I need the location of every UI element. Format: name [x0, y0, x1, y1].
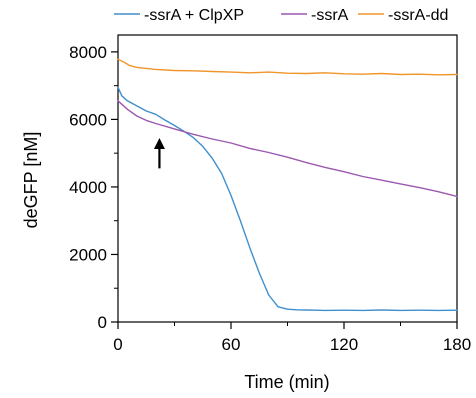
legend: -ssrA + ClpXP -ssrA -ssrA-dd [114, 7, 448, 24]
legend-label-series-2: -ssrA [311, 7, 349, 24]
x-tick-label: 60 [222, 335, 241, 354]
series-line-3 [117, 58, 458, 76]
x-axis: 0 60 120 180 [113, 322, 471, 354]
y-axis: 0 2000 4000 6000 8000 [69, 43, 118, 332]
y-tick-label: 8000 [69, 43, 107, 62]
y-tick-label: 2000 [69, 245, 107, 264]
legend-label-series-1: -ssrA + ClpXP [144, 7, 244, 24]
x-tick-label: 180 [443, 335, 471, 354]
series-line-1 [117, 86, 458, 312]
y-axis-label: deGFP [nM] [21, 132, 41, 229]
legend-label-series-3: -ssrA-dd [388, 7, 448, 24]
y-tick-label: 6000 [69, 110, 107, 129]
y-tick-label: 0 [98, 313, 107, 332]
arrow-head [153, 137, 165, 149]
x-axis-label: Time (min) [244, 372, 329, 392]
x-tick-label: 0 [113, 335, 122, 354]
annotation [153, 137, 165, 169]
y-tick-label: 4000 [69, 178, 107, 197]
plot-frame [117, 34, 458, 323]
series-lines [117, 58, 458, 312]
x-tick-label: 120 [330, 335, 358, 354]
series-line-2 [117, 100, 458, 198]
